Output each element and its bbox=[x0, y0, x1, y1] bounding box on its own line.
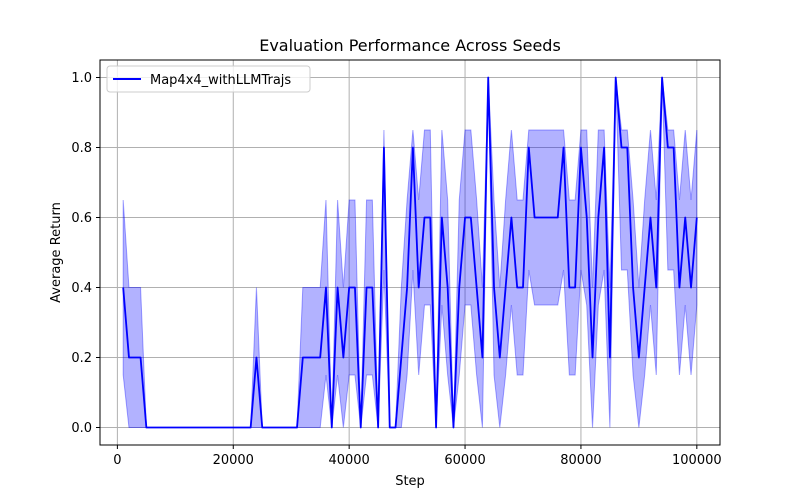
y-axis-label: Average Return bbox=[49, 202, 64, 303]
x-tick-label: 100000 bbox=[672, 453, 722, 468]
chart-title: Evaluation Performance Across Seeds bbox=[259, 36, 561, 55]
y-tick-label: 1.0 bbox=[71, 71, 92, 86]
y-axis-ticks: 0.0 0.2 0.4 0.6 0.8 1.0 bbox=[71, 71, 100, 436]
x-axis-label: Step bbox=[395, 474, 425, 489]
series-line-layer bbox=[122, 76, 698, 429]
x-tick-label: 60000 bbox=[444, 453, 485, 468]
plot-frame bbox=[99, 59, 721, 446]
x-tick-label: 0 bbox=[113, 453, 121, 468]
y-tick-label: 0.6 bbox=[71, 211, 92, 226]
legend-entry-label: Map4x4_withLLMTrajs bbox=[150, 73, 291, 88]
y-tick-label: 0.4 bbox=[71, 281, 92, 296]
legend: Map4x4_withLLMTrajs bbox=[106, 65, 311, 93]
x-tick-label: 80000 bbox=[560, 453, 601, 468]
x-tick-label: 40000 bbox=[328, 453, 369, 468]
confidence-band-layer bbox=[122, 77, 698, 428]
legend-box bbox=[106, 65, 311, 93]
y-tick-label: 0.8 bbox=[71, 141, 92, 156]
confidence-band bbox=[122, 77, 698, 428]
y-tick-label: 0.0 bbox=[71, 421, 92, 436]
x-tick-label: 20000 bbox=[213, 453, 254, 468]
y-tick-label: 0.2 bbox=[71, 351, 92, 366]
series-line bbox=[122, 76, 698, 429]
x-axis-ticks: 0 20000 40000 60000 80000 100000 bbox=[113, 445, 722, 468]
